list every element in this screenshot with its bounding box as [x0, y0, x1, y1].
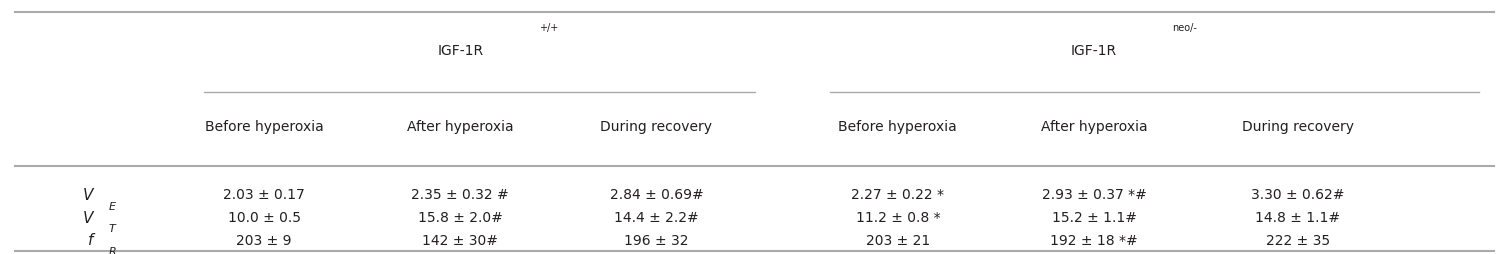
- Text: 14.4 ± 2.2#: 14.4 ± 2.2#: [614, 210, 699, 224]
- Text: neo/-: neo/-: [1172, 23, 1197, 33]
- Text: T: T: [109, 224, 115, 234]
- Text: +/+: +/+: [539, 23, 558, 33]
- Text: After hyperoxia: After hyperoxia: [407, 120, 513, 134]
- Text: 2.93 ± 0.37 *#: 2.93 ± 0.37 *#: [1041, 187, 1147, 201]
- Text: f: f: [88, 233, 94, 247]
- Text: V: V: [83, 210, 94, 225]
- Text: V: V: [83, 187, 94, 202]
- Text: During recovery: During recovery: [601, 120, 712, 134]
- Text: Before hyperoxia: Before hyperoxia: [839, 120, 957, 134]
- Text: 15.8 ± 2.0#: 15.8 ± 2.0#: [418, 210, 502, 224]
- Text: 2.03 ± 0.17: 2.03 ± 0.17: [223, 187, 305, 201]
- Text: IGF-1R: IGF-1R: [438, 44, 483, 58]
- Text: IGF-1R: IGF-1R: [1071, 44, 1117, 58]
- Text: 2.27 ± 0.22 *: 2.27 ± 0.22 *: [851, 187, 945, 201]
- Text: 10.0 ± 0.5: 10.0 ± 0.5: [228, 210, 300, 224]
- Text: 196 ± 32: 196 ± 32: [625, 233, 688, 247]
- Text: After hyperoxia: After hyperoxia: [1041, 120, 1147, 134]
- Text: During recovery: During recovery: [1242, 120, 1354, 134]
- Text: 142 ± 30#: 142 ± 30#: [423, 233, 498, 247]
- Text: Before hyperoxia: Before hyperoxia: [205, 120, 323, 134]
- Text: 3.30 ± 0.62#: 3.30 ± 0.62#: [1251, 187, 1345, 201]
- Text: 222 ± 35: 222 ± 35: [1266, 233, 1329, 247]
- Text: 203 ± 21: 203 ± 21: [866, 233, 930, 247]
- Text: 203 ± 9: 203 ± 9: [237, 233, 291, 247]
- Text: 11.2 ± 0.8 *: 11.2 ± 0.8 *: [856, 210, 940, 224]
- Text: E: E: [109, 201, 116, 211]
- Text: 192 ± 18 *#: 192 ± 18 *#: [1050, 233, 1138, 247]
- Text: 2.84 ± 0.69#: 2.84 ± 0.69#: [610, 187, 703, 201]
- Text: 15.2 ± 1.1#: 15.2 ± 1.1#: [1052, 210, 1136, 224]
- Text: 14.8 ± 1.1#: 14.8 ± 1.1#: [1255, 210, 1340, 224]
- Text: R: R: [109, 246, 116, 254]
- Text: 2.35 ± 0.32 #: 2.35 ± 0.32 #: [412, 187, 509, 201]
